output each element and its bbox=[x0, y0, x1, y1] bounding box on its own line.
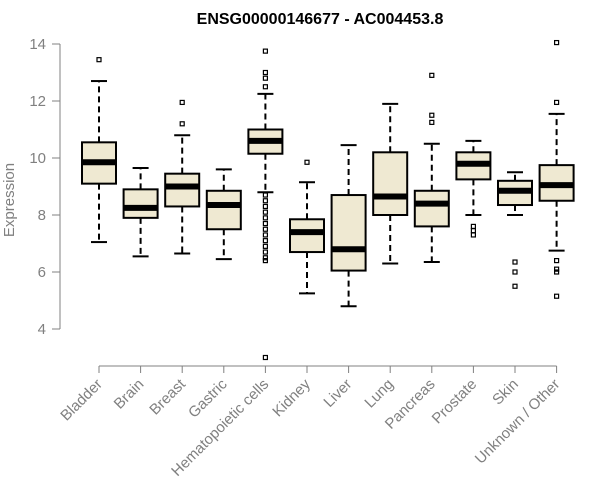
outlier-point bbox=[553, 39, 560, 46]
outlier-point bbox=[512, 283, 518, 289]
outlier-point bbox=[262, 198, 268, 204]
box-skin bbox=[497, 171, 533, 289]
y-tick-label: 12 bbox=[29, 93, 46, 110]
x-tick-label: Liver bbox=[320, 376, 355, 411]
outlier-point bbox=[179, 121, 185, 127]
outlier-point bbox=[262, 220, 268, 227]
box-body bbox=[372, 151, 409, 217]
outlier-point bbox=[262, 232, 268, 238]
box-breast bbox=[164, 99, 201, 255]
x-tick-label: Kidney bbox=[269, 375, 314, 420]
box-lung bbox=[372, 102, 409, 265]
box-body bbox=[289, 218, 325, 254]
outlier-point bbox=[262, 215, 268, 221]
y-axis-label: Expression bbox=[1, 163, 18, 237]
outlier-point bbox=[470, 228, 476, 234]
box-body bbox=[122, 188, 159, 219]
outlier-point bbox=[553, 258, 560, 264]
outlier-point bbox=[429, 112, 435, 118]
box-liver bbox=[330, 144, 367, 308]
x-tick-label: Prostate bbox=[429, 376, 481, 428]
box-body bbox=[164, 172, 201, 208]
y-tick-label: 14 bbox=[29, 36, 46, 53]
box-brain bbox=[122, 166, 159, 258]
boxes-group bbox=[81, 39, 575, 361]
outlier-point bbox=[262, 354, 268, 361]
outlier-point bbox=[262, 249, 268, 255]
outlier-point bbox=[553, 269, 560, 275]
box-kidney bbox=[289, 159, 325, 295]
outlier-point bbox=[512, 269, 518, 275]
outlier-point bbox=[429, 72, 435, 78]
y-tick-label: 10 bbox=[29, 150, 46, 167]
box-body bbox=[205, 189, 242, 231]
outlier-point bbox=[262, 238, 268, 244]
chart-title: ENSG00000146677 - AC004453.8 bbox=[197, 11, 444, 28]
box-hematopoietic-cells bbox=[247, 48, 284, 361]
box-gastric bbox=[205, 168, 242, 261]
box-prostate bbox=[455, 139, 492, 238]
outlier-point bbox=[553, 266, 560, 272]
outlier-point bbox=[429, 119, 435, 125]
outlier-point bbox=[262, 209, 268, 215]
outlier-point bbox=[179, 99, 185, 106]
outlier-point bbox=[96, 57, 102, 63]
outlier-point bbox=[262, 203, 268, 210]
outlier-point bbox=[553, 293, 560, 299]
x-tick-label: Lung bbox=[361, 376, 397, 412]
box-pancreas bbox=[413, 72, 450, 264]
outlier-point bbox=[262, 226, 268, 232]
outlier-point bbox=[262, 192, 268, 198]
x-tick-label: Brain bbox=[111, 376, 148, 413]
outlier-point bbox=[262, 84, 268, 90]
outlier-point bbox=[262, 75, 268, 81]
y-tick-label: 4 bbox=[38, 321, 46, 338]
y-tick-label: 8 bbox=[38, 207, 46, 224]
y-axis: 4 6 8 10 12 14 bbox=[29, 36, 61, 338]
x-tick-label: Skin bbox=[489, 376, 522, 409]
outlier-point bbox=[304, 159, 310, 165]
box-body bbox=[330, 194, 367, 272]
outlier-point bbox=[262, 243, 268, 249]
box-unknown-other bbox=[538, 39, 575, 299]
y-tick-label: 6 bbox=[38, 264, 46, 281]
outlier-point bbox=[262, 258, 268, 264]
outlier-point bbox=[553, 99, 560, 106]
outlier-point bbox=[470, 223, 476, 229]
outlier-point bbox=[262, 255, 268, 261]
outlier-point bbox=[262, 69, 268, 76]
box-body bbox=[413, 189, 450, 228]
x-tick-label: Breast bbox=[146, 375, 189, 418]
outlier-point bbox=[512, 259, 518, 265]
outlier-point bbox=[262, 48, 268, 54]
box-bladder bbox=[81, 57, 117, 244]
outlier-point bbox=[470, 232, 476, 238]
x-tick-label: Bladder bbox=[57, 376, 106, 425]
